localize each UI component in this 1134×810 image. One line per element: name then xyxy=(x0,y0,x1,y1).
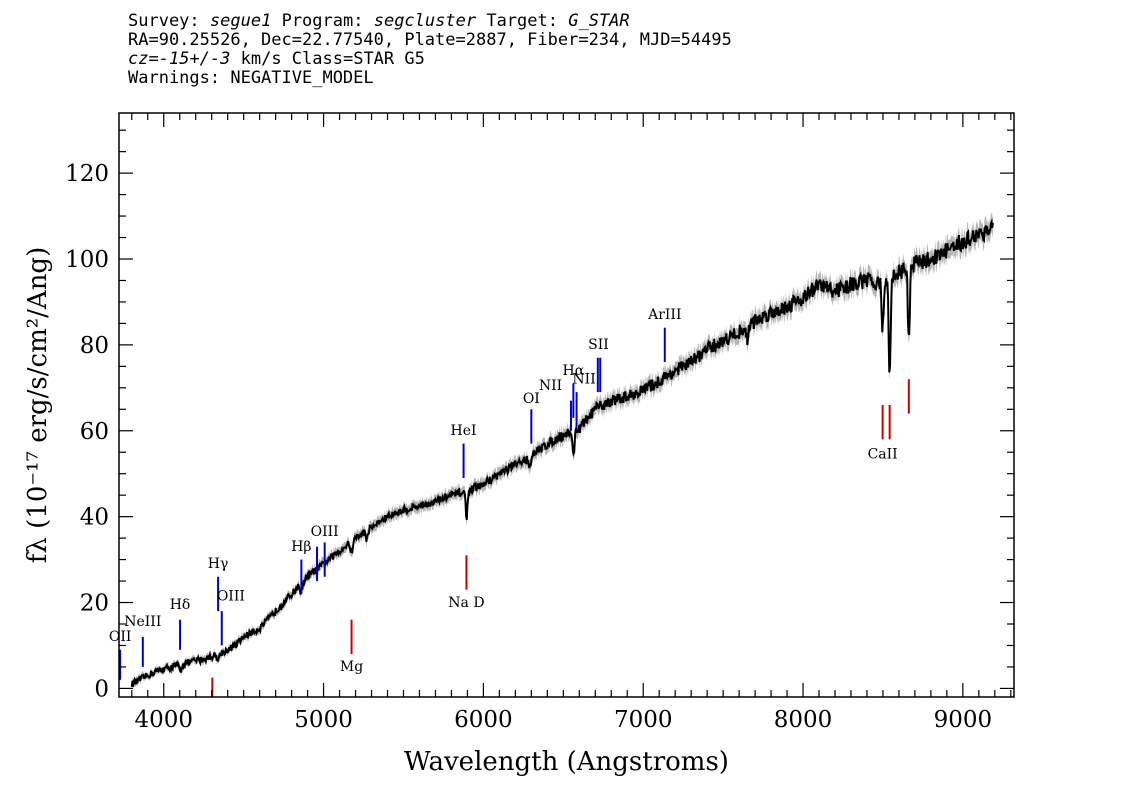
program-label: Program: xyxy=(281,11,364,31)
x-tick-label: 9000 xyxy=(934,707,993,733)
x-tick-label: 6000 xyxy=(454,707,513,733)
line-label: Hβ xyxy=(291,539,311,555)
x-axis-label: Wavelength (Angstroms) xyxy=(404,747,729,777)
spectrum-header: Survey: segue1 Program: segcluster Targe… xyxy=(128,12,732,88)
line-label: NII xyxy=(572,372,595,388)
line-label: CaII xyxy=(868,447,898,463)
y-tick-label: 120 xyxy=(65,161,109,187)
cz-equals: = xyxy=(148,49,159,69)
target-value: G_STAR xyxy=(568,11,630,31)
line-label: Hγ xyxy=(208,556,229,572)
line-label: ArIII xyxy=(647,307,681,323)
cz-label: cz xyxy=(128,49,149,69)
y-axis-label: fλ (10⁻¹⁷ erg/s/cm²/Ang) xyxy=(23,247,53,563)
spectral-lines-layer: OIINeIIIHδHγOIIIHβOIIIHeIOINIIHαNIISIIAr… xyxy=(109,307,910,697)
line-label: SII xyxy=(588,337,609,353)
survey-label: Survey: xyxy=(128,11,200,31)
y-tick-label: 80 xyxy=(80,333,109,359)
target-label: Target: xyxy=(486,11,558,31)
line-label: Mg xyxy=(340,659,363,675)
header-line-2: RA=90.25526, Dec=22.77540, Plate=2887, F… xyxy=(128,30,732,50)
header-line-4: Warnings: NEGATIVE_MODEL xyxy=(128,68,374,88)
header-line-3: cz=-15+/-3 km/s Class=STAR G5 xyxy=(128,50,732,69)
y-tick-label: 40 xyxy=(80,505,109,531)
line-label: HeI xyxy=(451,423,477,439)
header-line-1: Survey: segue1 Program: segcluster Targe… xyxy=(128,12,732,31)
line-label: NII xyxy=(539,378,562,394)
x-tick-label: 5000 xyxy=(294,707,353,733)
line-label: Hδ xyxy=(170,597,191,613)
spectrum-line xyxy=(130,218,994,687)
axis-ticks-layer: 4000 5000 6000 7000 8000 9000 0 20 40 60 80 100 120 xyxy=(65,113,1014,733)
program-value: segcluster xyxy=(373,11,477,31)
line-label: OIII xyxy=(217,588,245,604)
line-label: Hα xyxy=(563,363,585,379)
x-tick-label: 7000 xyxy=(614,707,673,733)
line-label: Na D xyxy=(448,595,484,611)
y-tick-label: 20 xyxy=(80,591,109,617)
plot-frame xyxy=(118,112,1015,698)
cz-value: -15+/-3 xyxy=(158,49,231,69)
class-text: km/s Class=STAR G5 xyxy=(230,49,425,69)
line-label: OI xyxy=(523,391,540,407)
line-label: OII xyxy=(109,629,132,645)
y-tick-label: 100 xyxy=(65,247,109,273)
spectrum-layer xyxy=(130,218,994,687)
line-label: NeIII xyxy=(124,614,161,630)
x-tick-label: 4000 xyxy=(134,707,193,733)
y-tick-label: 0 xyxy=(94,676,109,702)
x-tick-label: 8000 xyxy=(774,707,833,733)
y-tick-label: 60 xyxy=(80,419,109,445)
line-label: OIII xyxy=(311,524,339,540)
survey-value: segue1 xyxy=(209,11,272,31)
